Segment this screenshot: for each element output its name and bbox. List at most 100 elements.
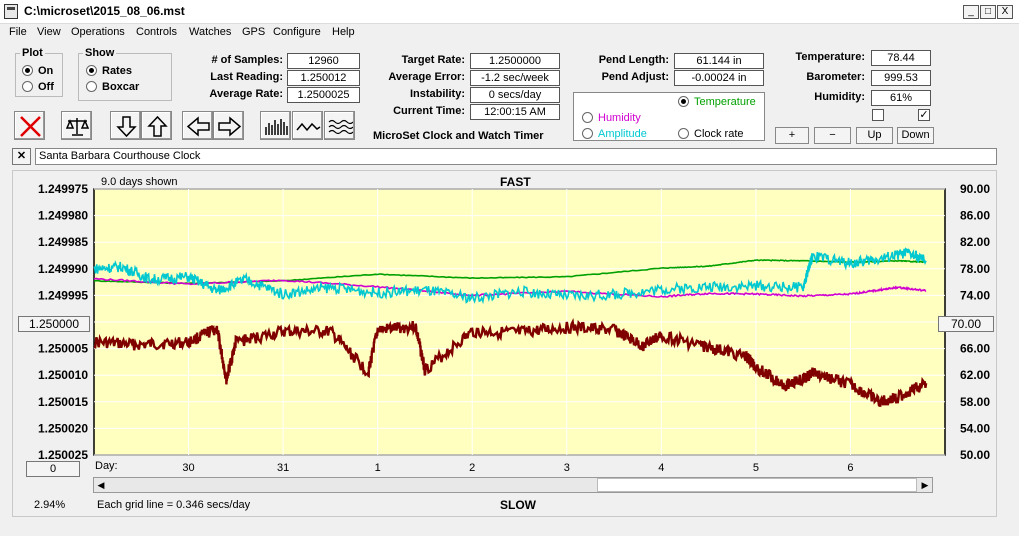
scroll-right-button[interactable]: [213, 111, 244, 140]
radio-empty-icon: [86, 81, 97, 92]
average-rate-value: 1.2500025: [287, 87, 360, 103]
clock-name-field[interactable]: Santa Barbara Courthouse Clock: [35, 148, 997, 165]
y-left-tick-label: 1.250020: [38, 421, 88, 435]
aux-humidity-radio[interactable]: Humidity: [582, 111, 641, 125]
multi-wave-icon: [328, 119, 353, 135]
clear-name-button[interactable]: ✕: [12, 148, 31, 165]
scroll-down-button[interactable]: [110, 111, 141, 140]
y-left-tick-label: 1.249995: [38, 288, 88, 302]
arrow-up-icon: [147, 115, 168, 137]
app-name: MicroSet Clock and Watch Timer: [373, 130, 544, 142]
temperature-value: 78.44: [871, 50, 931, 66]
radio-selected-icon: [678, 96, 689, 107]
scroll-up-button[interactable]: [141, 111, 172, 140]
scroll-left-arrow-icon[interactable]: ◀: [97, 480, 105, 490]
average-rate-label: Average Rate:: [209, 88, 283, 100]
pend-length-value[interactable]: 61.144 in: [674, 53, 764, 69]
bar-graph-button[interactable]: [260, 111, 291, 140]
target-rate-label: Target Rate:: [401, 54, 465, 66]
show-legend: Show: [85, 47, 115, 59]
calibrate-button[interactable]: [61, 111, 92, 140]
aux-checkbox-1[interactable]: [872, 109, 884, 121]
target-rate-value[interactable]: 1.2500000: [470, 53, 560, 69]
aux-checkbox-2[interactable]: ✓: [918, 109, 930, 121]
left-center-value-button[interactable]: 1.250000: [18, 316, 90, 332]
aux-amplitude-radio[interactable]: Amplitude: [582, 127, 647, 141]
plus-button[interactable]: +: [775, 127, 809, 144]
temperature-label: Temperature:: [795, 51, 865, 63]
scroll-left-button[interactable]: [182, 111, 213, 140]
radio-selected-icon: [22, 65, 33, 76]
aux-temperature-radio[interactable]: Temperature: [678, 95, 756, 109]
plot-on-radio[interactable]: On: [22, 64, 53, 78]
show-rates-radio[interactable]: Rates: [86, 64, 132, 78]
down-button[interactable]: Down: [897, 127, 934, 144]
scrollbar-thumb[interactable]: [597, 478, 917, 492]
series-line-amplitude: [93, 247, 927, 305]
minimize-button[interactable]: _: [963, 5, 979, 19]
menu-help[interactable]: Help: [332, 26, 355, 38]
app-icon: [4, 4, 18, 19]
menu-controls[interactable]: Controls: [136, 26, 177, 38]
wave-button[interactable]: [292, 111, 323, 140]
average-error-value: -1.2 sec/week: [470, 70, 560, 86]
up-button[interactable]: Up: [856, 127, 893, 144]
last-reading-label: Last Reading:: [210, 71, 283, 83]
y-left-tick-label: 1.250005: [38, 342, 88, 356]
barometer-value: 999.53: [871, 70, 931, 86]
show-boxcar-radio[interactable]: Boxcar: [86, 80, 139, 94]
clear-button[interactable]: [14, 111, 45, 140]
menu-gps[interactable]: GPS: [242, 26, 266, 38]
multi-wave-button[interactable]: [324, 111, 355, 140]
menu-watches[interactable]: Watches: [189, 26, 232, 38]
pend-length-label: Pend Length:: [598, 54, 669, 66]
minus-button[interactable]: −: [814, 127, 851, 144]
menu-file[interactable]: File: [9, 26, 27, 38]
y-right-tick-label: 54.00: [960, 421, 990, 435]
percent-readout: 2.94%: [34, 499, 66, 511]
y-right-tick-label: 50.00: [960, 448, 990, 462]
right-center-value-button[interactable]: 70.00: [938, 316, 994, 332]
aux-clockrate-radio[interactable]: Clock rate: [678, 127, 744, 141]
plot-off-radio[interactable]: Off: [22, 80, 54, 94]
days-shown: 9.0 days shown: [101, 176, 178, 188]
x-day-tick-label: 1: [375, 462, 381, 474]
humidity-value: 61%: [871, 90, 931, 106]
aux-temperature-label: Temperature: [694, 96, 756, 108]
close-x-icon: [20, 116, 41, 137]
last-reading-value: 1.250012: [287, 70, 360, 86]
samples-label: # of Samples:: [211, 54, 283, 66]
scroll-right-arrow-icon[interactable]: ▶: [921, 480, 929, 490]
menu-configure[interactable]: Configure: [273, 26, 321, 38]
x-day-tick-label: 6: [847, 462, 853, 474]
window-title: C:\microset\2015_08_06.mst: [24, 4, 185, 18]
y-right-tick-label: 82.00: [960, 235, 990, 249]
y-left-tick-label: 1.250010: [38, 368, 88, 382]
menu-view[interactable]: View: [37, 26, 61, 38]
y-right-tick-label: 66.00: [960, 342, 990, 356]
x-day-tick-label: 3: [564, 462, 570, 474]
bottom-value-button[interactable]: 0: [26, 461, 80, 477]
y-right-tick-label: 86.00: [960, 209, 990, 223]
series-lines: [93, 247, 928, 407]
maximize-button[interactable]: □: [980, 5, 996, 19]
close-window-button[interactable]: X: [997, 5, 1013, 19]
current-time-label: Current Time:: [393, 105, 465, 117]
y-right-tick-label: 58.00: [960, 395, 990, 409]
instability-value: 0 secs/day: [470, 87, 560, 103]
day-label: Day:: [95, 460, 118, 472]
radio-empty-icon: [582, 112, 593, 123]
balance-scale-icon: [65, 118, 90, 136]
day-axis-ticks: 30 31 1 2 3 4 5 6: [182, 462, 853, 474]
plot-on-label: On: [38, 65, 54, 77]
pend-adjust-label: Pend Adjust:: [601, 71, 669, 83]
y-right-tick-label: 74.00: [960, 288, 990, 302]
aux-amplitude-label: Amplitude: [598, 128, 647, 140]
current-time-value: 12:00:15 AM: [470, 104, 560, 120]
menu-operations[interactable]: Operations: [71, 26, 125, 38]
x-day-tick-label: 30: [182, 462, 194, 474]
average-error-label: Average Error:: [388, 71, 465, 83]
show-boxcar-label: Boxcar: [102, 81, 140, 93]
grid-note: Each grid line = 0.346 secs/day: [97, 499, 251, 511]
x-day-tick-label: 2: [469, 462, 475, 474]
